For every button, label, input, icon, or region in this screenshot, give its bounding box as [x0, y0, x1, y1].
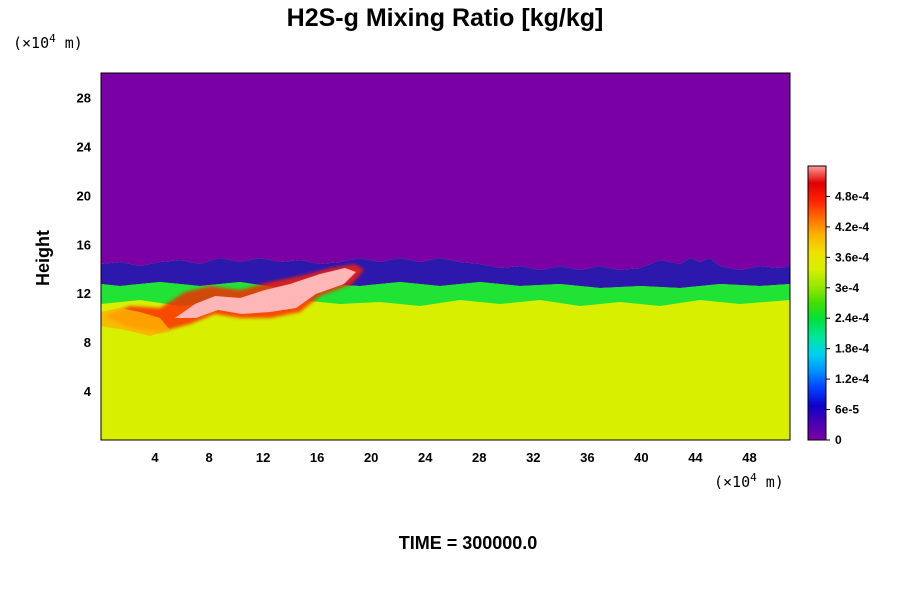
colorbar-labels: 0 6e-5 1.2e-4 1.8e-4 2.4e-4 3e-4 3.6e-4 4.2e-4 4…	[826, 189, 869, 447]
field-hotspot-edge	[101, 308, 170, 336]
time-label: TIME = 300000.0	[399, 533, 538, 553]
x-tick-label: 36	[580, 450, 594, 465]
x-tick-label: 40	[634, 450, 648, 465]
heatmap-field	[101, 73, 790, 440]
x-tick-label: 48	[742, 450, 756, 465]
colorbar-bar	[807, 165, 827, 441]
y-axis-label: Height	[33, 230, 53, 286]
colorbar-label: 6e-5	[835, 403, 859, 417]
x-tick-label: 16	[310, 450, 324, 465]
colorbar-label: 3e-4	[835, 281, 859, 295]
x-unit-label: (×104 m)	[714, 471, 784, 491]
field-hotspot-core	[175, 268, 356, 318]
chart-title: H2S-g Mixing Ratio [kg/kg]	[287, 4, 604, 32]
y-tick-label: 16	[77, 237, 91, 252]
x-tick-label: 12	[256, 450, 270, 465]
colorbar-label: 0	[835, 433, 842, 447]
y-axis-ticks: 4 8 12 16 20 24 28	[77, 90, 92, 399]
colorbar-label: 1.8e-4	[835, 342, 869, 356]
y-tick-label: 4	[84, 384, 92, 399]
colorbar-label: 4.8e-4	[835, 189, 869, 203]
field-upper-region	[101, 73, 790, 270]
colorbar-label: 3.6e-4	[835, 250, 869, 264]
x-tick-label: 24	[418, 450, 433, 465]
x-tick-label: 32	[526, 450, 540, 465]
x-axis-ticks: 4 8 12 16 20 24 28 32 36 40 44 48	[151, 450, 756, 465]
x-tick-label: 28	[472, 450, 486, 465]
y-tick-label: 24	[77, 139, 92, 154]
x-tick-label: 4	[151, 450, 159, 465]
x-tick-label: 20	[364, 450, 378, 465]
y-tick-label: 28	[77, 90, 91, 105]
x-tick-label: 44	[688, 450, 703, 465]
y-tick-label: 20	[77, 188, 91, 203]
colorbar-label: 1.2e-4	[835, 372, 869, 386]
x-tick-label: 8	[205, 450, 212, 465]
field-transition-band	[101, 258, 790, 288]
y-unit-label: (×104 m)	[13, 32, 83, 52]
y-tick-label: 12	[77, 286, 91, 301]
colorbar-label: 2.4e-4	[835, 311, 869, 325]
colorbar: 0 6e-5 1.2e-4 1.8e-4 2.4e-4 3e-4 3.6e-4 4.2e-4 4…	[807, 165, 869, 447]
plot-frame	[100, 72, 791, 441]
colorbar-label: 4.2e-4	[835, 220, 869, 234]
y-tick-label: 8	[84, 335, 91, 350]
